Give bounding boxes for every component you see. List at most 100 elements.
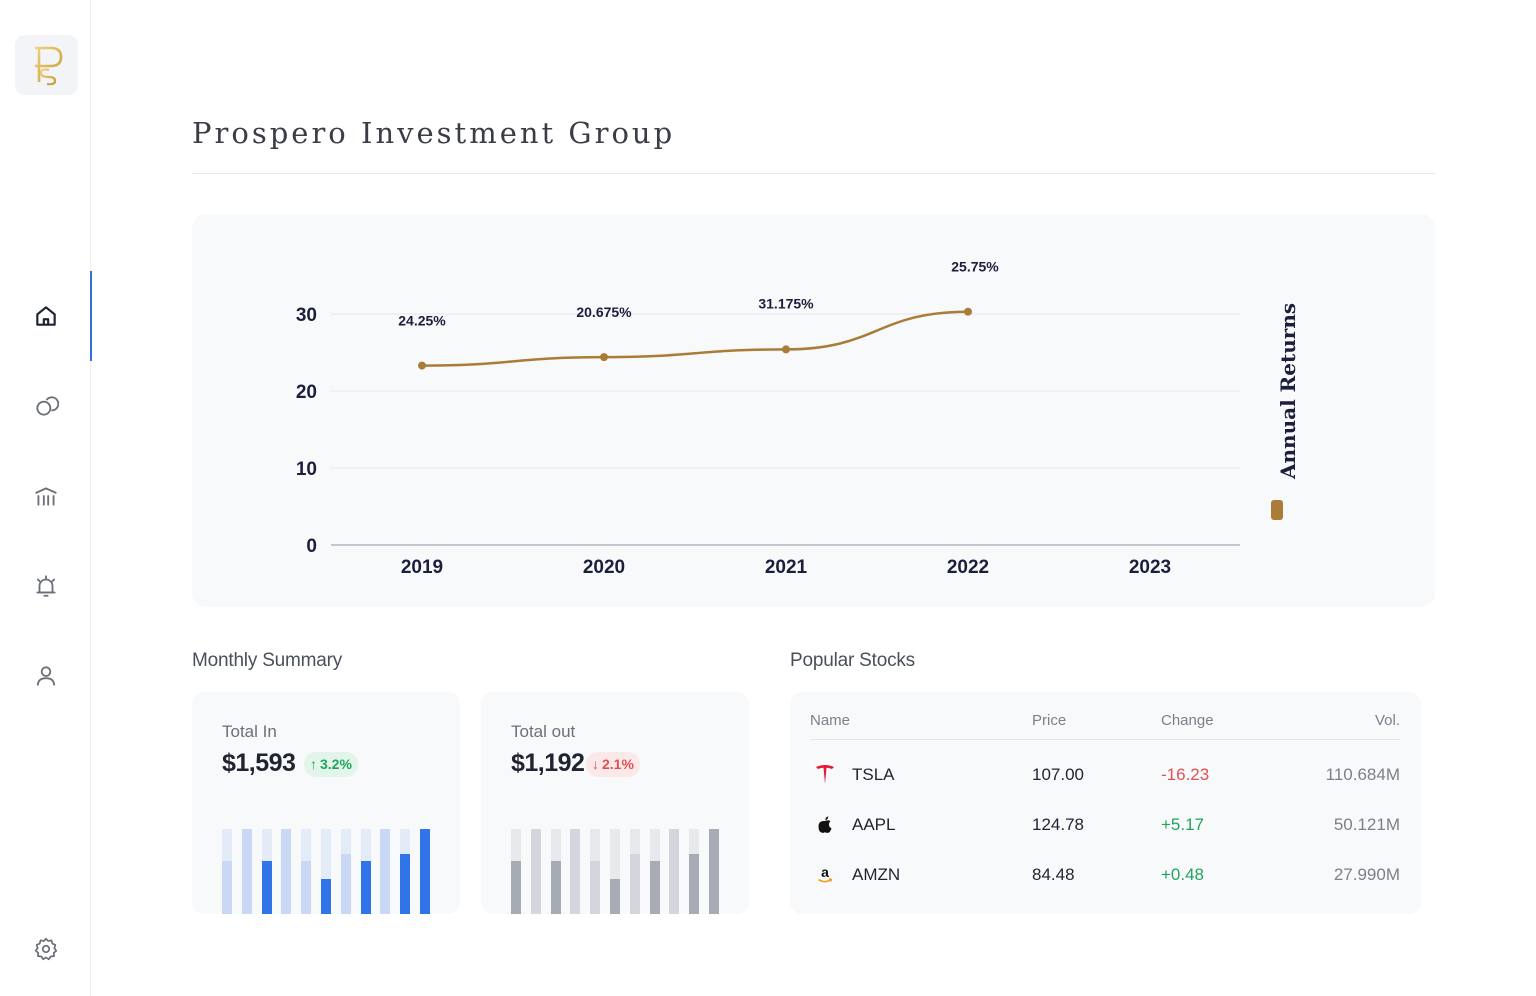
arrow-down-icon: ↓: [592, 756, 599, 772]
mini-bar-fill: [689, 853, 700, 914]
table-row[interactable]: a AMZN 84.48 +0.48 27.990M: [790, 855, 1421, 895]
total-in-card: Total In $1,593 ↑ 3.2%: [192, 692, 460, 914]
data-point: [782, 345, 790, 354]
data-label: 25.75%: [951, 259, 999, 275]
y-tick-label: 20: [296, 382, 317, 403]
mini-bar-fill: [261, 861, 272, 914]
total-out-card: Total out $1,192 ↓ 2.1%: [481, 692, 749, 914]
stock-volume: 110.684M: [1325, 765, 1400, 784]
table-row[interactable]: AAPL 124.78 +5.17 50.121M: [790, 805, 1421, 845]
annual-returns-chart: 0 10 20 30 2019 2020 2021 2022 2023 24.25% 20.675%…: [296, 259, 1240, 578]
popular-stocks-table: Name Price Change Vol. TSLA 107.00 -16.2…: [790, 692, 1421, 914]
x-tick-label: 2023: [1129, 557, 1171, 578]
table-row[interactable]: TSLA 107.00 -16.23 110.684M: [790, 755, 1421, 795]
total-in-amount: $1,593: [222, 749, 296, 777]
column-header-change[interactable]: Change: [1161, 712, 1214, 729]
logo-icon: [34, 46, 62, 86]
y-tick-label: 10: [296, 459, 317, 480]
stock-change: +5.17: [1161, 815, 1205, 834]
mini-bar-fill: [281, 829, 292, 914]
mini-bar-fill: [222, 861, 232, 914]
arrow-up-icon: ↑: [310, 756, 317, 772]
data-point: [600, 353, 608, 362]
data-point: [964, 307, 972, 316]
total-in-bar-chart: [222, 829, 432, 914]
column-header-name[interactable]: Name: [810, 712, 851, 729]
stock-price: 84.48: [1032, 865, 1075, 884]
alarm-icon: [35, 575, 56, 597]
mini-bar-fill: [610, 879, 620, 914]
tesla-icon: [814, 764, 836, 786]
total-out-change-badge: ↓ 2.1%: [586, 752, 640, 777]
mini-bar-fill: [629, 853, 640, 914]
data-label: 31.175%: [758, 295, 814, 311]
y-tick-label: 0: [306, 536, 317, 557]
total-in-change: 3.2%: [320, 756, 352, 772]
mini-bar-fill: [530, 829, 541, 914]
data-point: [418, 361, 426, 370]
y-tick-label: 30: [296, 305, 317, 326]
apple-icon: [814, 814, 836, 836]
total-in-change-badge: ↑ 3.2%: [304, 752, 358, 777]
gear-icon: [34, 937, 57, 961]
home-icon: [35, 306, 56, 326]
page-title: Prospero Investment Group: [192, 116, 676, 150]
total-out-label: Total out: [511, 722, 576, 741]
popular-stocks-title: Popular Stocks: [790, 650, 915, 671]
mini-bar-fill: [590, 861, 601, 914]
column-header-price[interactable]: Price: [1032, 712, 1067, 729]
data-label: 24.25%: [398, 313, 446, 329]
mini-bar-fill: [420, 829, 430, 914]
legend-swatch[interactable]: [1271, 500, 1283, 520]
stock-symbol: AAPL: [852, 815, 896, 834]
stock-symbol: AMZN: [852, 865, 901, 884]
mini-bar-fill: [511, 861, 521, 914]
sidebar: [0, 0, 92, 996]
total-out-change: 2.1%: [602, 756, 634, 772]
mini-bar-fill: [241, 829, 252, 914]
x-tick-label: 2019: [401, 557, 443, 578]
x-tick-label: 2020: [583, 557, 625, 578]
mini-bar-track: [321, 829, 331, 914]
nav-assets[interactable]: [0, 361, 91, 451]
data-label: 20.675%: [576, 304, 632, 320]
column-header-vol[interactable]: Vol.: [1374, 712, 1400, 729]
mini-bar-track: [610, 829, 620, 914]
stock-price: 107.00: [1032, 765, 1084, 784]
bank-icon: [34, 487, 57, 506]
stock-price: 124.78: [1032, 815, 1084, 834]
logo[interactable]: [15, 35, 78, 95]
table-header-divider: [810, 739, 1400, 740]
svg-text:a: a: [821, 864, 829, 880]
total-out-amount: $1,192: [511, 749, 585, 777]
monthly-summary-title: Monthly Summary: [192, 650, 343, 671]
mini-bar-fill: [301, 861, 312, 914]
nav-markets[interactable]: [0, 451, 91, 541]
amazon-icon: a: [814, 864, 836, 886]
mini-bar-fill: [570, 829, 581, 914]
nav-settings[interactable]: [0, 904, 91, 994]
nav-profile[interactable]: [0, 631, 91, 721]
mini-bar-fill: [550, 861, 561, 914]
total-in-label: Total In: [222, 722, 277, 741]
stock-change: -16.23: [1161, 765, 1210, 784]
nav-home[interactable]: [0, 271, 92, 361]
mini-bar-fill: [360, 861, 371, 914]
mini-bar-fill: [649, 861, 660, 914]
series-line-annual-returns: [421, 310, 969, 367]
stock-volume: 27.990M: [1333, 865, 1400, 884]
title-divider: [192, 173, 1435, 174]
x-tick-label: 2021: [765, 557, 808, 578]
user-icon: [36, 666, 55, 686]
coins-icon: [35, 396, 59, 416]
mini-bar-fill: [400, 853, 411, 914]
mini-bar-fill: [709, 829, 719, 914]
mini-bar-fill: [669, 829, 680, 914]
stock-symbol: TSLA: [852, 765, 895, 784]
mini-bar-fill: [321, 879, 331, 914]
annual-returns-chart-card: 0 10 20 30 2019 2020 2021 2022 2023 24.25% 20.675%…: [192, 214, 1435, 607]
legend-label: Annual Returns: [1276, 302, 1300, 479]
total-out-bar-chart: [511, 829, 721, 914]
nav-alerts[interactable]: [0, 541, 91, 631]
mini-bar-fill: [340, 853, 351, 914]
